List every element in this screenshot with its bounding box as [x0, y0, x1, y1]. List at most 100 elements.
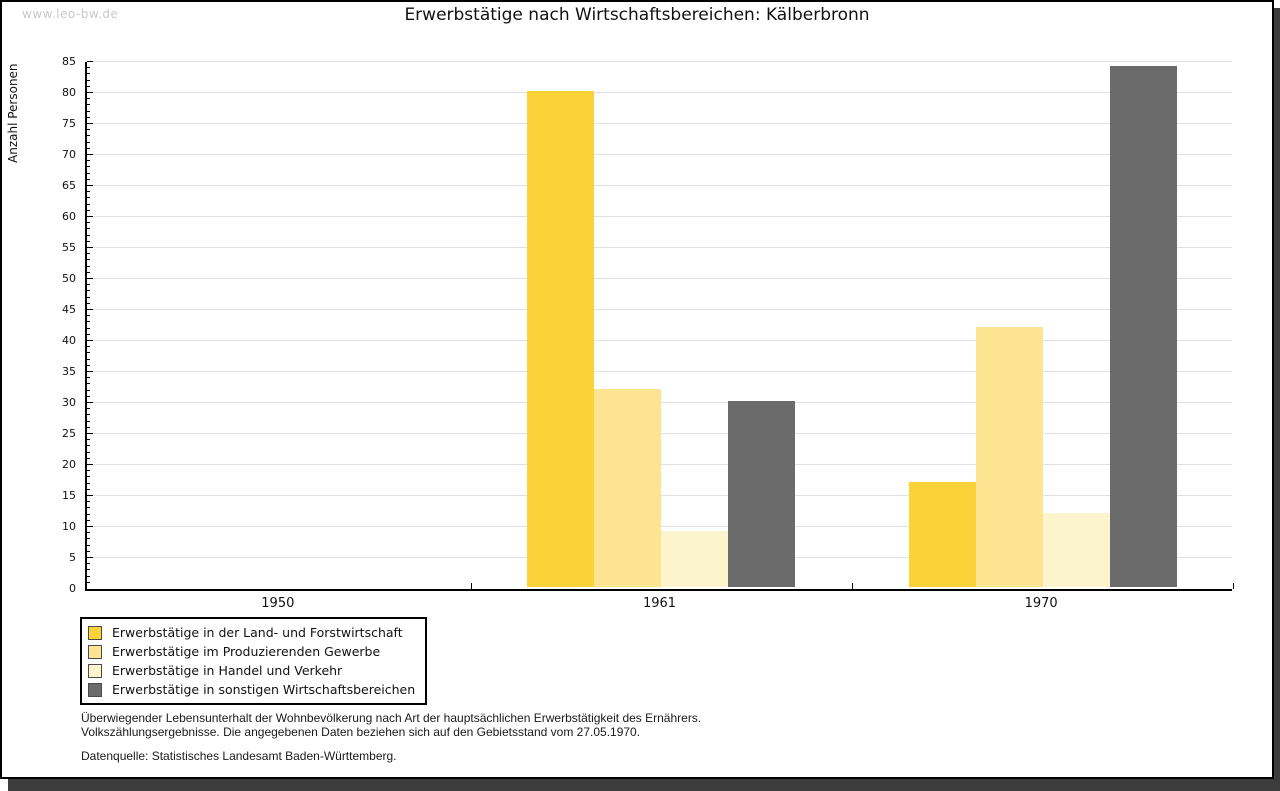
legend-label-1: Erwerbstätige in der Land- und Forstwirt… [112, 625, 403, 640]
legend-swatch-4 [88, 682, 102, 697]
y-minor-tick-4 [87, 563, 90, 565]
legend-swatch-1 [88, 625, 102, 640]
x-axis-end-tick [1233, 583, 1234, 589]
y-minor-tick-33 [87, 383, 90, 385]
y-minor-tick-6 [87, 550, 90, 552]
y-minor-tick-57 [87, 234, 90, 236]
y-minor-tick-2 [87, 575, 90, 577]
gridline-y-55 [87, 247, 1232, 248]
y-minor-tick-77 [87, 110, 90, 112]
gridline-y-45 [87, 309, 1232, 310]
legend-label-2: Erwerbstätige im Produzierenden Gewerbe [112, 644, 381, 659]
y-minor-tick-17 [87, 482, 90, 484]
y-minor-tick-53 [87, 259, 90, 261]
y-major-tick-70 [87, 154, 93, 155]
y-minor-tick-12 [87, 513, 90, 515]
y-minor-tick-43 [87, 321, 90, 323]
y-tick-label-55: 55 [62, 241, 76, 254]
y-major-tick-85 [87, 61, 93, 62]
y-minor-tick-37 [87, 358, 90, 360]
x-tick-label-1950: 1950 [261, 596, 295, 611]
y-tick-label-85: 85 [62, 55, 76, 68]
y-minor-tick-58 [87, 228, 90, 230]
y-minor-tick-32 [87, 389, 90, 391]
legend-item-4: Erwerbstätige in sonstigen Wirtschaftsbe… [88, 680, 415, 699]
y-major-tick-80 [87, 92, 93, 93]
y-minor-tick-29 [87, 408, 90, 410]
gridline-y-75 [87, 123, 1232, 124]
y-minor-tick-34 [87, 377, 90, 379]
bar-group-1961 [471, 60, 853, 587]
bar-series3-1970 [1043, 512, 1111, 587]
footnote: Überwiegender Lebensunterhalt der Wohnbe… [81, 711, 701, 739]
y-minor-tick-73 [87, 135, 90, 137]
y-minor-tick-67 [87, 172, 90, 174]
y-minor-tick-79 [87, 98, 90, 100]
gridline-y-85 [87, 61, 1232, 62]
y-minor-tick-13 [87, 507, 90, 509]
y-major-tick-5 [87, 557, 93, 558]
legend-label-4: Erwerbstätige in sonstigen Wirtschaftsbe… [112, 682, 416, 697]
y-tick-label-70: 70 [62, 148, 76, 161]
y-minor-tick-68 [87, 166, 90, 168]
y-major-tick-30 [87, 402, 93, 403]
y-minor-tick-74 [87, 129, 90, 131]
y-minor-tick-27 [87, 420, 90, 422]
y-minor-tick-81 [87, 85, 90, 87]
chart-title: Erwerbstätige nach Wirtschaftsbereichen:… [404, 5, 870, 25]
y-minor-tick-31 [87, 395, 90, 397]
gridline-y-60 [87, 216, 1232, 217]
y-minor-tick-18 [87, 476, 90, 478]
y-minor-tick-39 [87, 346, 90, 348]
y-axis-title: Anzahl Personen [6, 63, 20, 163]
y-minor-tick-84 [87, 67, 90, 69]
y-major-tick-15 [87, 495, 93, 496]
bar-series2-1961 [594, 388, 662, 587]
y-tick-label-15: 15 [62, 489, 76, 502]
y-minor-tick-76 [87, 116, 90, 118]
y-minor-tick-66 [87, 178, 90, 180]
y-tick-label-50: 50 [62, 272, 76, 285]
y-minor-tick-82 [87, 79, 90, 81]
legend-item-1: Erwerbstätige in der Land- und Forstwirt… [88, 623, 415, 642]
y-major-tick-45 [87, 309, 93, 310]
y-minor-tick-21 [87, 457, 90, 459]
y-minor-tick-22 [87, 451, 90, 453]
y-minor-tick-69 [87, 160, 90, 162]
y-tick-label-20: 20 [62, 458, 76, 471]
y-tick-label-25: 25 [62, 427, 76, 440]
y-major-tick-20 [87, 464, 93, 465]
y-minor-tick-23 [87, 445, 90, 447]
y-major-tick-25 [87, 433, 93, 434]
y-major-tick-50 [87, 278, 93, 279]
y-minor-tick-7 [87, 544, 90, 546]
y-minor-tick-3 [87, 569, 90, 571]
y-minor-tick-62 [87, 203, 90, 205]
y-major-tick-55 [87, 247, 93, 248]
y-minor-tick-24 [87, 439, 90, 441]
page-drop-shadow-right [1274, 8, 1280, 791]
y-minor-tick-1 [87, 581, 90, 583]
bar-series4-1970 [1110, 66, 1178, 587]
y-minor-tick-49 [87, 284, 90, 286]
y-minor-tick-78 [87, 104, 90, 106]
x-boundary-tick-1 [470, 583, 472, 589]
y-tick-label-75: 75 [62, 117, 76, 130]
y-minor-tick-36 [87, 364, 90, 366]
y-minor-tick-64 [87, 191, 90, 193]
y-tick-label-60: 60 [62, 210, 76, 223]
y-tick-label-35: 35 [62, 365, 76, 378]
y-tick-label-0: 0 [69, 582, 76, 595]
y-minor-tick-46 [87, 302, 90, 304]
y-major-tick-40 [87, 340, 93, 341]
y-major-tick-75 [87, 123, 93, 124]
y-tick-label-5: 5 [69, 551, 76, 564]
y-minor-tick-52 [87, 265, 90, 267]
y-minor-tick-48 [87, 290, 90, 292]
watermark: www.leo-bw.de [22, 7, 119, 21]
gridline-y-50 [87, 278, 1232, 279]
y-major-tick-10 [87, 526, 93, 527]
y-minor-tick-38 [87, 352, 90, 354]
y-minor-tick-54 [87, 253, 90, 255]
legend-label-3: Erwerbstätige in Handel und Verkehr [112, 663, 343, 678]
